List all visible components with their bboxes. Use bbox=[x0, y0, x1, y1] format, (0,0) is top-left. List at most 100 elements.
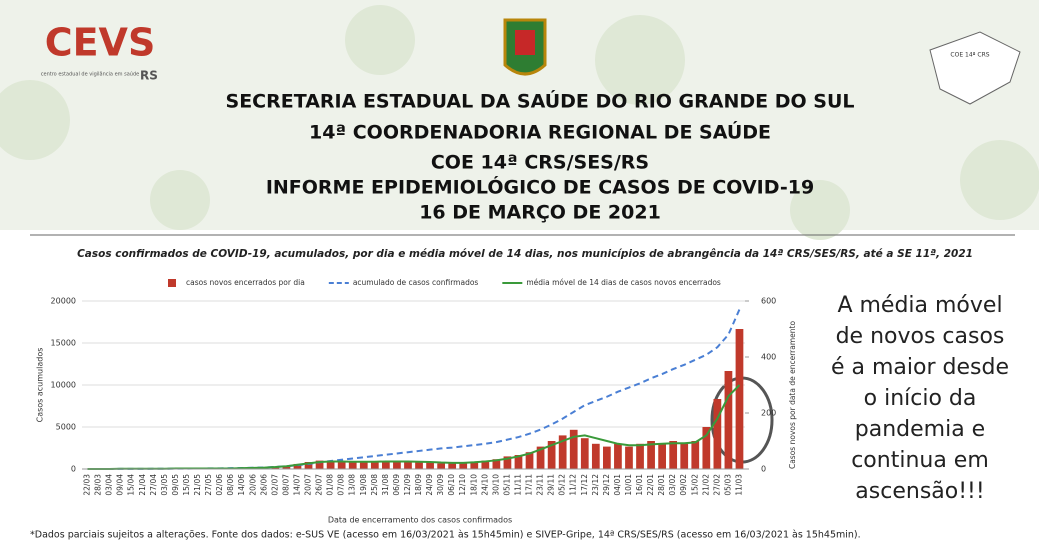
chart: 0 5000 10000 15000 20000 0 200 400 600 22/03 28/03… bbox=[51, 278, 777, 496]
x-tick-label: 11/12 bbox=[569, 474, 578, 496]
annotation-line: pandemia e bbox=[855, 417, 985, 442]
x-tick-label: 03/04 bbox=[105, 474, 114, 496]
bar bbox=[348, 462, 357, 469]
x-tick-label: 27/05 bbox=[204, 474, 213, 496]
x-tick-label: 02/07 bbox=[270, 474, 279, 496]
x-tick-label: 03/02 bbox=[668, 474, 677, 496]
bar bbox=[525, 452, 534, 469]
annotation: A média móvel de novos casos é a maior d… bbox=[831, 293, 1009, 504]
x-tick-label: 12/10 bbox=[458, 474, 467, 496]
x-tick-label: 01/08 bbox=[326, 474, 335, 496]
bar bbox=[293, 463, 302, 469]
x-tick-label: 19/08 bbox=[359, 474, 368, 496]
bar bbox=[558, 435, 567, 469]
bar bbox=[680, 443, 689, 469]
annotation-line: continua em bbox=[851, 448, 989, 473]
x-tick-label: 03/05 bbox=[160, 474, 169, 496]
legend-label: casos novos encerrados por dia bbox=[186, 278, 305, 287]
title-line: 14ª COORDENADORIA REGIONAL DE SAÚDE bbox=[309, 120, 771, 144]
bar bbox=[382, 462, 390, 469]
x-tick-label: 15/05 bbox=[182, 474, 191, 496]
bar bbox=[647, 441, 655, 469]
bar bbox=[625, 446, 633, 469]
x-tick-label: 04/01 bbox=[613, 474, 622, 496]
bar bbox=[370, 461, 379, 469]
x-tick-label: 27/02 bbox=[712, 474, 721, 496]
title-block: SECRETARIA ESTADUAL DA SAÚDE DO RIO GRAN… bbox=[226, 89, 855, 224]
annotation-line: A média móvel bbox=[837, 293, 1002, 318]
coat-of-arms bbox=[503, 18, 547, 76]
map bbox=[929, 31, 1021, 105]
x-tick-label: 08/07 bbox=[281, 474, 290, 496]
map-text: COE 14ª CRS bbox=[950, 52, 989, 59]
bar bbox=[393, 460, 401, 469]
y2-tick-label: 600 bbox=[761, 297, 776, 306]
x-tick-label: 16/01 bbox=[635, 474, 644, 496]
x-tick-label: 06/10 bbox=[447, 474, 456, 496]
x-tick-label: 09/04 bbox=[116, 474, 125, 496]
bar bbox=[282, 465, 291, 469]
bar bbox=[359, 462, 368, 469]
bar bbox=[337, 461, 346, 469]
legend-label: acumulado de casos confirmados bbox=[353, 278, 479, 287]
x-tick-label: 26/06 bbox=[259, 474, 268, 496]
chart-title: Casos confirmados de COVID-19, acumulado… bbox=[77, 248, 973, 260]
y2-tick-label: 0 bbox=[761, 465, 766, 474]
y-axis-title: Casos acumulados bbox=[36, 348, 45, 423]
x-tick-label: 06/09 bbox=[392, 474, 401, 496]
x-tick-label: 27/04 bbox=[149, 474, 158, 496]
x-tick-label: 24/10 bbox=[480, 474, 489, 496]
x-tick-label: 24/09 bbox=[425, 474, 434, 496]
x-tick-label: 21/04 bbox=[138, 474, 147, 496]
bar bbox=[459, 462, 468, 469]
bar bbox=[481, 460, 490, 469]
x-tick-label: 21/02 bbox=[701, 474, 710, 496]
x-tick-label: 11/11 bbox=[513, 474, 522, 496]
title-line: 16 DE MARÇO DE 2021 bbox=[419, 202, 661, 224]
x-tick-label: 26/07 bbox=[315, 474, 324, 496]
y-tick-label: 5000 bbox=[56, 423, 76, 432]
logo-text: CEVS bbox=[45, 21, 156, 65]
x-tick-label: 30/10 bbox=[491, 474, 500, 496]
bar bbox=[713, 399, 722, 469]
x-tick-label: 17/11 bbox=[525, 474, 534, 496]
x-tick-label: 21/05 bbox=[193, 474, 202, 496]
x-tick-label: 20/06 bbox=[248, 474, 257, 496]
bar bbox=[669, 441, 678, 469]
title-line: INFORME EPIDEMIOLÓGICO DE CASOS DE COVID… bbox=[266, 175, 814, 199]
bar bbox=[470, 462, 479, 469]
x-tick-label: 08/06 bbox=[226, 474, 235, 496]
bar bbox=[636, 443, 644, 469]
x-tick-label: 05/12 bbox=[558, 474, 567, 496]
bar bbox=[724, 371, 733, 469]
x-tick-label: 09/02 bbox=[679, 474, 688, 496]
bar bbox=[448, 463, 457, 469]
annotation-line: é a maior desde bbox=[831, 355, 1009, 380]
x-tick-label: 17/12 bbox=[580, 474, 589, 496]
bar bbox=[691, 441, 700, 469]
x-tick-label: 14/06 bbox=[237, 474, 246, 496]
bar bbox=[326, 462, 335, 469]
x-tick-label: 15/04 bbox=[127, 474, 136, 496]
x-tick-label: 29/11 bbox=[547, 474, 556, 496]
y2-axis-title: Casos novos por data de encerramento bbox=[788, 321, 797, 469]
bar bbox=[437, 463, 445, 469]
annotation-line: o início da bbox=[864, 386, 977, 411]
line bbox=[87, 384, 741, 470]
annotation-line: ascensão!!! bbox=[855, 479, 984, 504]
bar bbox=[591, 443, 600, 469]
bar bbox=[536, 446, 545, 469]
x-tick-label: 05/11 bbox=[502, 474, 511, 496]
x-tick-label: 28/03 bbox=[94, 474, 103, 496]
bar bbox=[614, 443, 622, 469]
bar bbox=[658, 443, 666, 469]
footnote: *Dados parciais sujeitos a alterações. F… bbox=[30, 530, 861, 541]
annotation-line: de novos casos bbox=[836, 324, 1005, 349]
x-tick-label: 02/06 bbox=[215, 474, 224, 496]
y2-tick-label: 400 bbox=[761, 353, 776, 362]
logo-sub: centro estadual de vigilância em saúde bbox=[41, 71, 139, 78]
bar bbox=[735, 329, 744, 469]
bar bbox=[580, 438, 589, 469]
bar bbox=[603, 446, 611, 469]
